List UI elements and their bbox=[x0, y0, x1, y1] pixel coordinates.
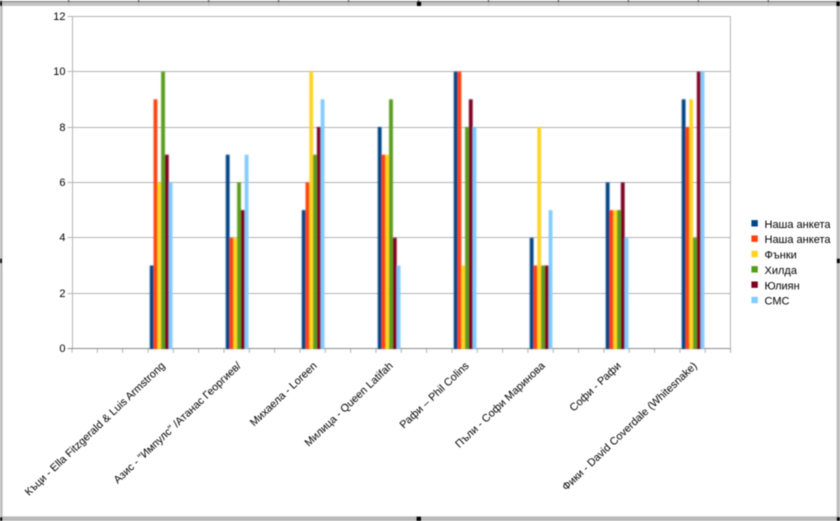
svg-text:8: 8 bbox=[59, 122, 65, 134]
svg-text:Фънки: Фънки bbox=[765, 250, 797, 262]
svg-text:2: 2 bbox=[59, 288, 65, 300]
svg-text:12: 12 bbox=[53, 11, 65, 23]
svg-text:Юлиян: Юлиян bbox=[765, 280, 800, 292]
svg-text:Наша анкета: Наша анкета bbox=[765, 219, 832, 231]
svg-text:Хилда: Хилда bbox=[765, 265, 798, 277]
svg-text:0: 0 bbox=[59, 343, 65, 355]
svg-text:4: 4 bbox=[59, 232, 65, 244]
svg-text:Наша анкета: Наша анкета bbox=[765, 234, 832, 246]
svg-text:СМС: СМС bbox=[765, 296, 790, 308]
svg-text:10: 10 bbox=[53, 66, 65, 78]
svg-text:6: 6 bbox=[59, 177, 65, 189]
